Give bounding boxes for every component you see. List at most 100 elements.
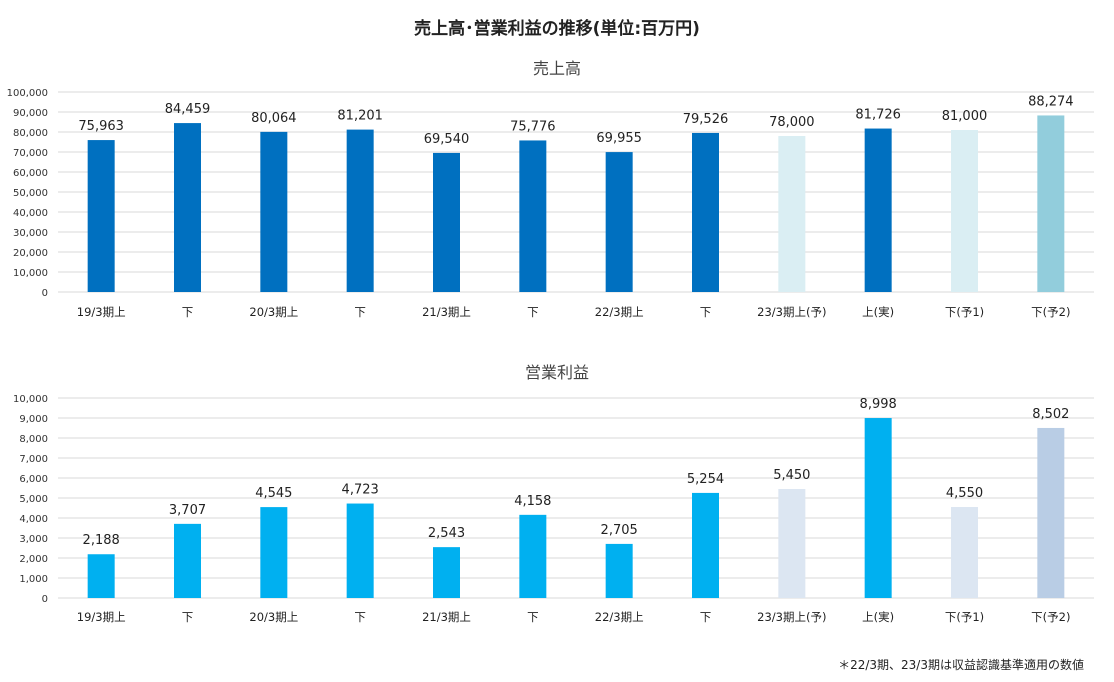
sales-category-label: 下 <box>700 305 712 319</box>
sales-y-tick-label: 90,000 <box>13 108 48 119</box>
sales-y-tick-label: 50,000 <box>13 188 48 199</box>
sales-y-tick-label: 100,000 <box>7 88 48 99</box>
profit-category-label: 下(予2) <box>1031 610 1070 624</box>
profit-y-tick-label: 0 <box>42 594 48 605</box>
profit-bar <box>87 554 115 598</box>
profit-data-label: 8,998 <box>860 397 897 412</box>
sales-data-label: 81,000 <box>942 109 988 124</box>
sales-bar <box>951 130 978 292</box>
profit-category-label: 23/3期上(予) <box>757 610 826 624</box>
sales-bar <box>260 131 288 292</box>
profit-data-label: 2,543 <box>428 526 465 541</box>
sales-category-label: 下 <box>354 305 366 319</box>
profit-data-label: 2,705 <box>601 523 638 538</box>
profit-data-label: 4,723 <box>342 483 379 498</box>
profit-bar <box>260 507 288 598</box>
profit-data-label: 5,254 <box>687 472 724 487</box>
sales-bar <box>692 132 719 292</box>
profit-category-label: 下(予1) <box>945 610 984 624</box>
profit-category-label: 下 <box>182 610 194 624</box>
profit-category-label: 下 <box>527 610 539 624</box>
profit-y-tick-label: 9,000 <box>19 414 48 425</box>
profit-y-tick-label: 10,000 <box>13 394 48 405</box>
sales-y-tick-label: 20,000 <box>13 248 48 259</box>
profit-bar <box>1037 427 1065 598</box>
profit-y-tick-label: 2,000 <box>19 554 48 565</box>
profit-y-tick-label: 8,000 <box>19 434 48 445</box>
sales-data-label: 78,000 <box>769 115 815 130</box>
sales-data-label: 88,274 <box>1028 94 1074 109</box>
sales-data-label: 75,963 <box>78 119 124 134</box>
profit-y-tick-label: 5,000 <box>19 494 48 505</box>
profit-data-label: 4,545 <box>255 486 292 501</box>
page-title: 売上高･営業利益の推移(単位:百万円) <box>414 19 700 39</box>
sales-bar <box>174 123 201 292</box>
sales-y-tick-label: 0 <box>42 288 48 299</box>
sales-bar <box>605 152 633 292</box>
profit-category-label: 20/3期上 <box>249 610 298 624</box>
sales-category-label: 19/3期上 <box>77 305 126 319</box>
profit-y-tick-label: 6,000 <box>19 474 48 485</box>
profit-category-label: 21/3期上 <box>422 610 471 624</box>
profit-chart-title: 営業利益 <box>525 363 589 382</box>
profit-bar <box>864 418 892 598</box>
sales-y-tick-label: 30,000 <box>13 228 48 239</box>
sales-data-label: 69,540 <box>424 132 470 147</box>
sales-bar <box>519 140 547 292</box>
profit-data-label: 2,188 <box>83 533 120 548</box>
sales-y-tick-label: 80,000 <box>13 128 48 139</box>
sales-bar <box>1037 115 1065 293</box>
profit-y-tick-label: 3,000 <box>19 534 48 545</box>
sales-chart: 売上高 0 10,000 20,000 30,000 40,000 50,000 60,000… <box>7 59 1094 319</box>
profit-y-tick-label: 1,000 <box>19 574 48 585</box>
sales-y-tick-label: 40,000 <box>13 208 48 219</box>
profit-data-label: 5,450 <box>773 468 810 483</box>
profit-bar <box>174 523 201 598</box>
sales-data-label: 69,955 <box>596 131 642 146</box>
sales-category-label: 20/3期上 <box>249 305 298 319</box>
profit-data-label: 3,707 <box>169 503 206 518</box>
sales-y-tick-label: 60,000 <box>13 168 48 179</box>
sales-category-label: 21/3期上 <box>422 305 471 319</box>
profit-bar <box>778 489 806 598</box>
sales-data-label: 81,726 <box>855 108 901 123</box>
sales-bar <box>864 128 892 292</box>
sales-category-label: 上(実) <box>862 305 894 319</box>
profit-data-label: 4,550 <box>946 486 983 501</box>
profit-bar <box>951 507 978 598</box>
sales-data-label: 81,201 <box>337 109 383 124</box>
footnote: ＊22/3期、23/3期は収益認識基準適用の数値 <box>838 658 1084 672</box>
profit-category-label: 下 <box>700 610 712 624</box>
profit-category-label: 22/3期上 <box>595 610 644 624</box>
sales-bar <box>778 136 806 292</box>
sales-category-label: 下 <box>527 305 539 319</box>
profit-bar <box>433 547 460 598</box>
sales-chart-title: 売上高 <box>533 59 581 78</box>
profit-y-tick-label: 4,000 <box>19 514 48 525</box>
profit-bar <box>692 492 719 598</box>
profit-y-tick-label: 7,000 <box>19 454 48 465</box>
sales-y-tick-label: 10,000 <box>13 268 48 279</box>
sales-category-label: 下 <box>182 305 194 319</box>
sales-data-label: 84,459 <box>165 102 211 117</box>
sales-bar <box>346 129 374 292</box>
profit-bar <box>519 514 547 598</box>
sales-data-label: 75,776 <box>510 119 556 134</box>
profit-bar <box>346 503 374 598</box>
sales-y-tick-label: 70,000 <box>13 148 48 159</box>
profit-data-label: 8,502 <box>1032 407 1069 422</box>
profit-bar <box>605 543 633 598</box>
sales-category-label: 22/3期上 <box>595 305 644 319</box>
sales-category-label: 下(予2) <box>1031 305 1070 319</box>
profit-category-label: 19/3期上 <box>77 610 126 624</box>
sales-category-label: 23/3期上(予) <box>757 305 826 319</box>
profit-category-label: 上(実) <box>862 610 894 624</box>
sales-data-label: 80,064 <box>251 111 297 126</box>
sales-category-label: 下(予1) <box>945 305 984 319</box>
profit-category-label: 下 <box>354 610 366 624</box>
profit-data-label: 4,158 <box>514 494 551 509</box>
sales-data-label: 79,526 <box>683 112 729 127</box>
sales-bar <box>87 140 115 292</box>
sales-bar <box>433 152 460 292</box>
